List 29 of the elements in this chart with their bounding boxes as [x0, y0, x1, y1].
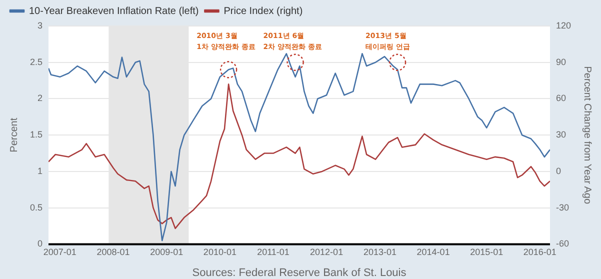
y2-tick-label: 90: [556, 56, 566, 67]
x-tick-label: 2007-01: [43, 247, 76, 258]
y2-axis-title: Percent Change from Year Ago: [581, 66, 592, 204]
x-tick-label: 2009-01: [150, 247, 184, 258]
y-tick-label: 3: [37, 20, 43, 30]
y2-tick-label: -30: [556, 202, 569, 212]
y2-tick-label: -60: [556, 238, 569, 249]
x-tick-label: 2010-01: [203, 247, 236, 258]
y2-tick-label: 0: [556, 166, 561, 176]
y-tick-label: 2.5: [30, 56, 43, 67]
y-tick-label: 0.5: [30, 202, 43, 212]
y-tick-label: 1: [37, 166, 43, 176]
legend-label: 10-Year Breakeven Inflation Rate (left): [29, 6, 199, 17]
y2-tick-label: 60: [556, 93, 566, 104]
y-axis-title: Percent: [8, 118, 20, 152]
x-tick-label: 2015-01: [470, 247, 504, 258]
y-tick-label: 2: [37, 93, 43, 104]
x-tick-label: 2016-01: [523, 247, 556, 258]
x-tick-label: 2014-01: [416, 247, 450, 258]
x-tick-label: 2008-01: [96, 247, 130, 258]
y-tick-label: 0: [37, 238, 43, 249]
source-note: Sources: Federal Reserve Bank of St. Louis: [192, 267, 407, 279]
y-tick-label: 1.5: [30, 130, 43, 140]
x-tick-label: 2013-01: [363, 247, 397, 258]
y2-tick-label: 120: [556, 20, 572, 30]
x-tick-label: 2011-01: [257, 247, 290, 258]
x-tick-label: 2012-01: [310, 247, 344, 258]
legend-label: Price Index (right): [224, 6, 303, 17]
y2-tick-label: 30: [556, 130, 566, 140]
